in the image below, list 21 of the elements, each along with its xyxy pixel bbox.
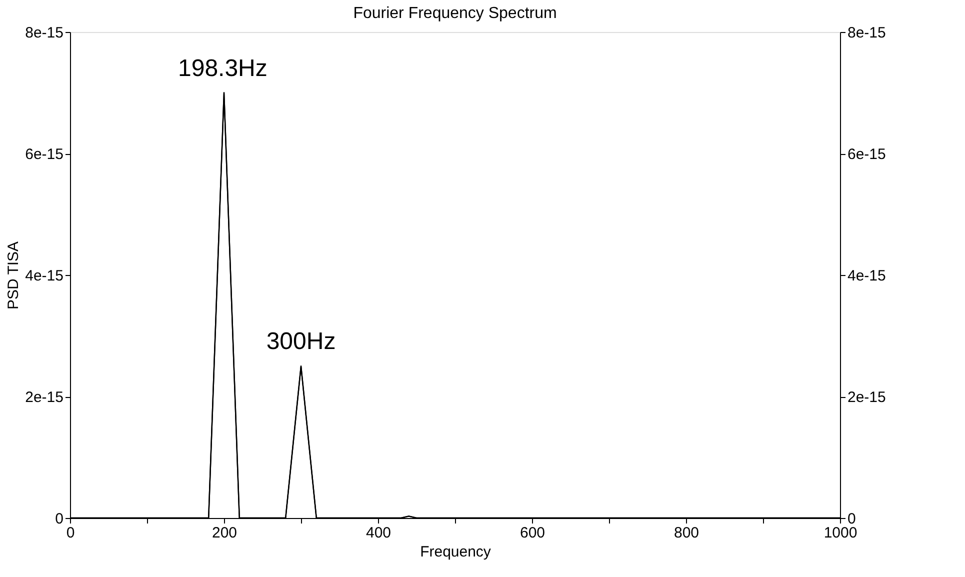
y-tick-label: 8e-15 bbox=[25, 24, 64, 42]
annotation: 198.3Hz bbox=[178, 54, 268, 82]
x-tick-label: 600 bbox=[520, 524, 546, 542]
y-tick-label: 4e-15 bbox=[25, 268, 64, 284]
y2-tick-label: 2e-15 bbox=[848, 389, 886, 406]
y-tick-label: 0 bbox=[55, 510, 64, 528]
y2-tick-label: 0 bbox=[848, 510, 856, 528]
x-tick-label: 800 bbox=[674, 524, 700, 542]
y2-tick-label: 8e-15 bbox=[848, 24, 886, 42]
y-tick-label: 2e-15 bbox=[25, 389, 64, 406]
y-tick-label: 6e-15 bbox=[25, 146, 64, 163]
chart-title: Fourier Frequency Spectrum bbox=[353, 5, 557, 22]
y-axis-title: PSD TISA bbox=[5, 241, 22, 310]
x-tick-label: 400 bbox=[366, 524, 392, 542]
x-axis-title: Frequency bbox=[420, 544, 492, 560]
y2-tick-label: 4e-15 bbox=[848, 268, 886, 284]
x-tick-label: 200 bbox=[212, 524, 238, 542]
x-tick-label: 1000 bbox=[824, 524, 858, 542]
annotation: 300Hz bbox=[266, 328, 336, 356]
y2-tick-label: 6e-15 bbox=[848, 146, 886, 163]
x-tick-label: 0 bbox=[66, 524, 75, 542]
